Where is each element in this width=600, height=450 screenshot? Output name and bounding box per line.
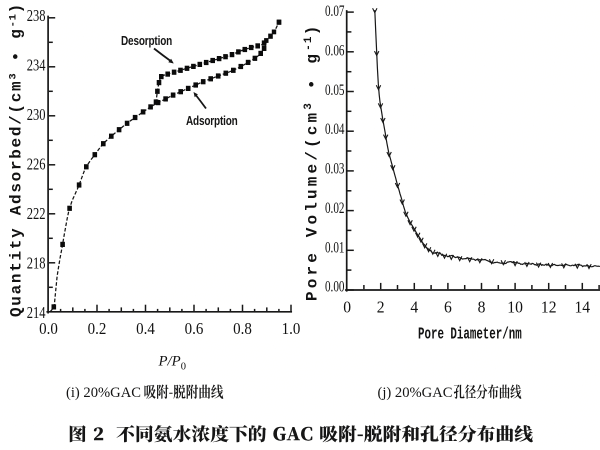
svg-text:Adsorption: Adsorption bbox=[186, 115, 238, 128]
svg-text:214: 214 bbox=[27, 305, 46, 323]
svg-text:0.8: 0.8 bbox=[233, 320, 252, 338]
svg-text:222: 222 bbox=[27, 206, 46, 224]
svg-text:Pore Diameter/nm: Pore Diameter/nm bbox=[418, 325, 522, 344]
svg-text:0.2: 0.2 bbox=[88, 320, 107, 338]
svg-text:0.02: 0.02 bbox=[325, 199, 345, 216]
svg-text:234: 234 bbox=[27, 57, 46, 75]
svg-text:1.0: 1.0 bbox=[282, 320, 301, 338]
svg-text:0.03: 0.03 bbox=[325, 160, 345, 177]
svg-text:(i) 20%GAC: (i) 20%GAC bbox=[66, 385, 141, 401]
svg-text:Quantity Adsorbed/(cm3 • g-1): Quantity Adsorbed/(cm3 • g-1) bbox=[8, 2, 26, 317]
svg-text:14: 14 bbox=[574, 297, 590, 317]
svg-text:0.04: 0.04 bbox=[325, 120, 345, 137]
svg-text:0.01: 0.01 bbox=[325, 239, 345, 256]
svg-text:238: 238 bbox=[27, 7, 46, 25]
svg-text:6: 6 bbox=[444, 297, 452, 317]
svg-text:226: 226 bbox=[27, 156, 46, 174]
svg-text:230: 230 bbox=[27, 106, 46, 124]
svg-text:0.6: 0.6 bbox=[185, 320, 204, 338]
svg-text:(j) 20%GAC: (j) 20%GAC bbox=[378, 385, 453, 401]
svg-text:0.07: 0.07 bbox=[325, 2, 345, 19]
svg-text:10: 10 bbox=[507, 297, 523, 317]
svg-text:Pore Volume/(cm3 • g-1): Pore Volume/(cm3 • g-1) bbox=[303, 23, 322, 301]
svg-text:2: 2 bbox=[377, 297, 385, 317]
svg-text:0: 0 bbox=[343, 297, 351, 317]
svg-text:0.0: 0.0 bbox=[39, 320, 58, 338]
svg-text:8: 8 bbox=[478, 297, 486, 317]
svg-text:0.4: 0.4 bbox=[136, 320, 155, 338]
svg-text:12: 12 bbox=[541, 297, 557, 317]
svg-text:0.05: 0.05 bbox=[325, 81, 345, 98]
svg-text:218: 218 bbox=[27, 255, 46, 273]
svg-text:0.00: 0.00 bbox=[325, 278, 345, 295]
svg-text:Desorption: Desorption bbox=[121, 35, 172, 48]
svg-text:P/P0: P/P0 bbox=[158, 354, 186, 373]
svg-text:0.06: 0.06 bbox=[325, 42, 345, 59]
svg-text:4: 4 bbox=[410, 297, 418, 317]
